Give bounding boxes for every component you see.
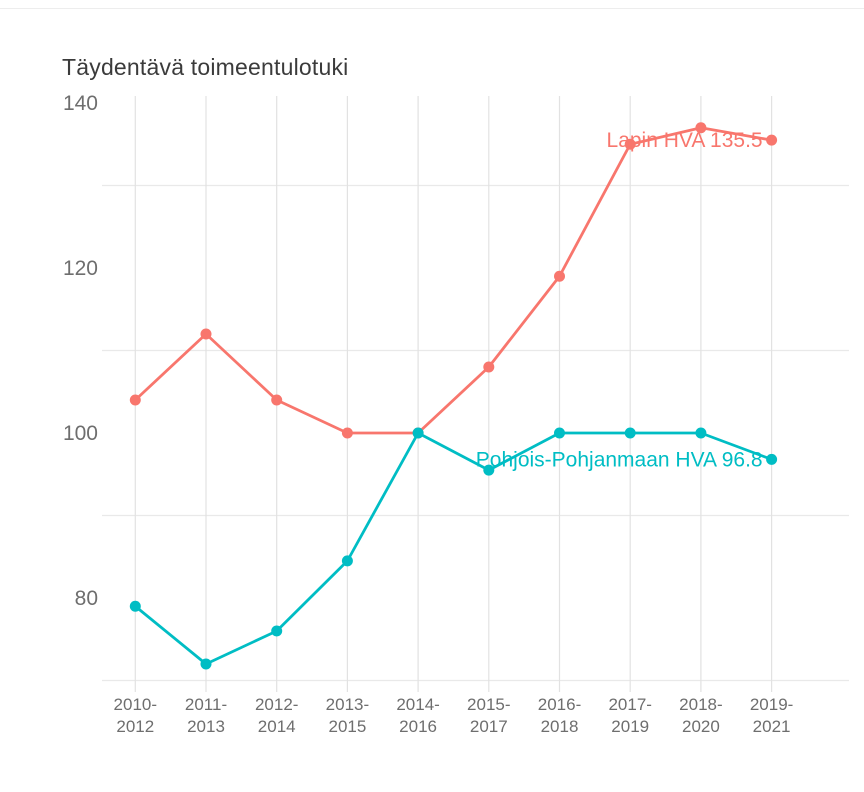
x-axis-tick-label: 2013- <box>326 695 369 714</box>
data-point-lapin-hva <box>624 138 636 150</box>
data-point-lapin-hva <box>766 134 778 146</box>
x-axis-tick-label: 2016 <box>399 717 437 736</box>
chart-title: Täydentävä toimeentulotuki <box>62 54 349 80</box>
x-axis-tick-label: 2011- <box>185 695 227 714</box>
y-axis-tick-label: 140 <box>63 92 98 115</box>
x-axis-tick-label: 2016- <box>538 695 581 714</box>
x-axis-tick-label: 2020 <box>682 717 720 736</box>
x-axis-tick-label: 2014 <box>258 717 296 736</box>
data-point-lapin-hva <box>554 270 565 282</box>
x-axis-tick-label: 2015- <box>467 695 510 714</box>
x-axis-tick-label: 2015 <box>328 717 366 736</box>
data-point-lapin-hva <box>271 394 283 406</box>
data-point-pohjois-pohjanmaan-hva <box>695 427 707 439</box>
x-axis-tick-label: 2018 <box>541 717 579 736</box>
data-point-pohjois-pohjanmaan-hva <box>483 464 495 476</box>
data-point-pohjois-pohjanmaan-hva <box>412 427 424 439</box>
series-line-pohjois-pohjanmaan-hva <box>134 431 773 666</box>
series-end-label-lapin-hva: Lapin HVA 135.5 <box>607 129 763 152</box>
data-point-pohjois-pohjanmaan-hva <box>554 427 565 439</box>
data-point-pohjois-pohjanmaan-hva <box>624 427 636 439</box>
data-point-pohjois-pohjanmaan-hva <box>341 555 353 567</box>
y-axis-tick-label: 80 <box>75 587 98 610</box>
series-end-label-pohjois-pohjanmaan-hva: Pohjois-Pohjanmaan HVA 96.8 <box>476 448 763 471</box>
series-line-lapin-hva <box>134 126 772 435</box>
y-axis-tick-label: 100 <box>63 422 98 445</box>
data-point-lapin-hva <box>129 394 141 406</box>
x-axis-tick-label: 2012 <box>116 717 154 736</box>
x-axis-tick-label: 2019 <box>611 717 649 736</box>
data-point-pohjois-pohjanmaan-hva <box>200 658 212 670</box>
x-axis-tick-label: 2021 <box>753 717 791 736</box>
data-point-lapin-hva <box>341 427 353 439</box>
x-axis-tick-label: 2017 <box>470 717 508 736</box>
data-point-lapin-hva <box>695 122 707 134</box>
data-point-lapin-hva <box>483 361 495 373</box>
x-axis-tick-label: 2017- <box>608 695 651 714</box>
data-point-pohjois-pohjanmaan-hva <box>129 600 141 612</box>
top-divider <box>0 8 864 9</box>
x-axis-tick-label: 2013 <box>187 717 225 736</box>
data-point-lapin-hva <box>200 328 212 340</box>
x-axis-tick-label: 2019- <box>750 695 793 714</box>
x-axis-tick-label: 2012- <box>255 695 298 714</box>
x-axis-tick-label: 2018- <box>679 695 722 714</box>
data-point-pohjois-pohjanmaan-hva <box>271 625 283 637</box>
x-axis-tick-label: 2010- <box>114 695 157 714</box>
y-axis-tick-label: 120 <box>63 257 98 280</box>
data-point-pohjois-pohjanmaan-hva <box>766 453 778 465</box>
x-axis-tick-label: 2014- <box>396 695 439 714</box>
